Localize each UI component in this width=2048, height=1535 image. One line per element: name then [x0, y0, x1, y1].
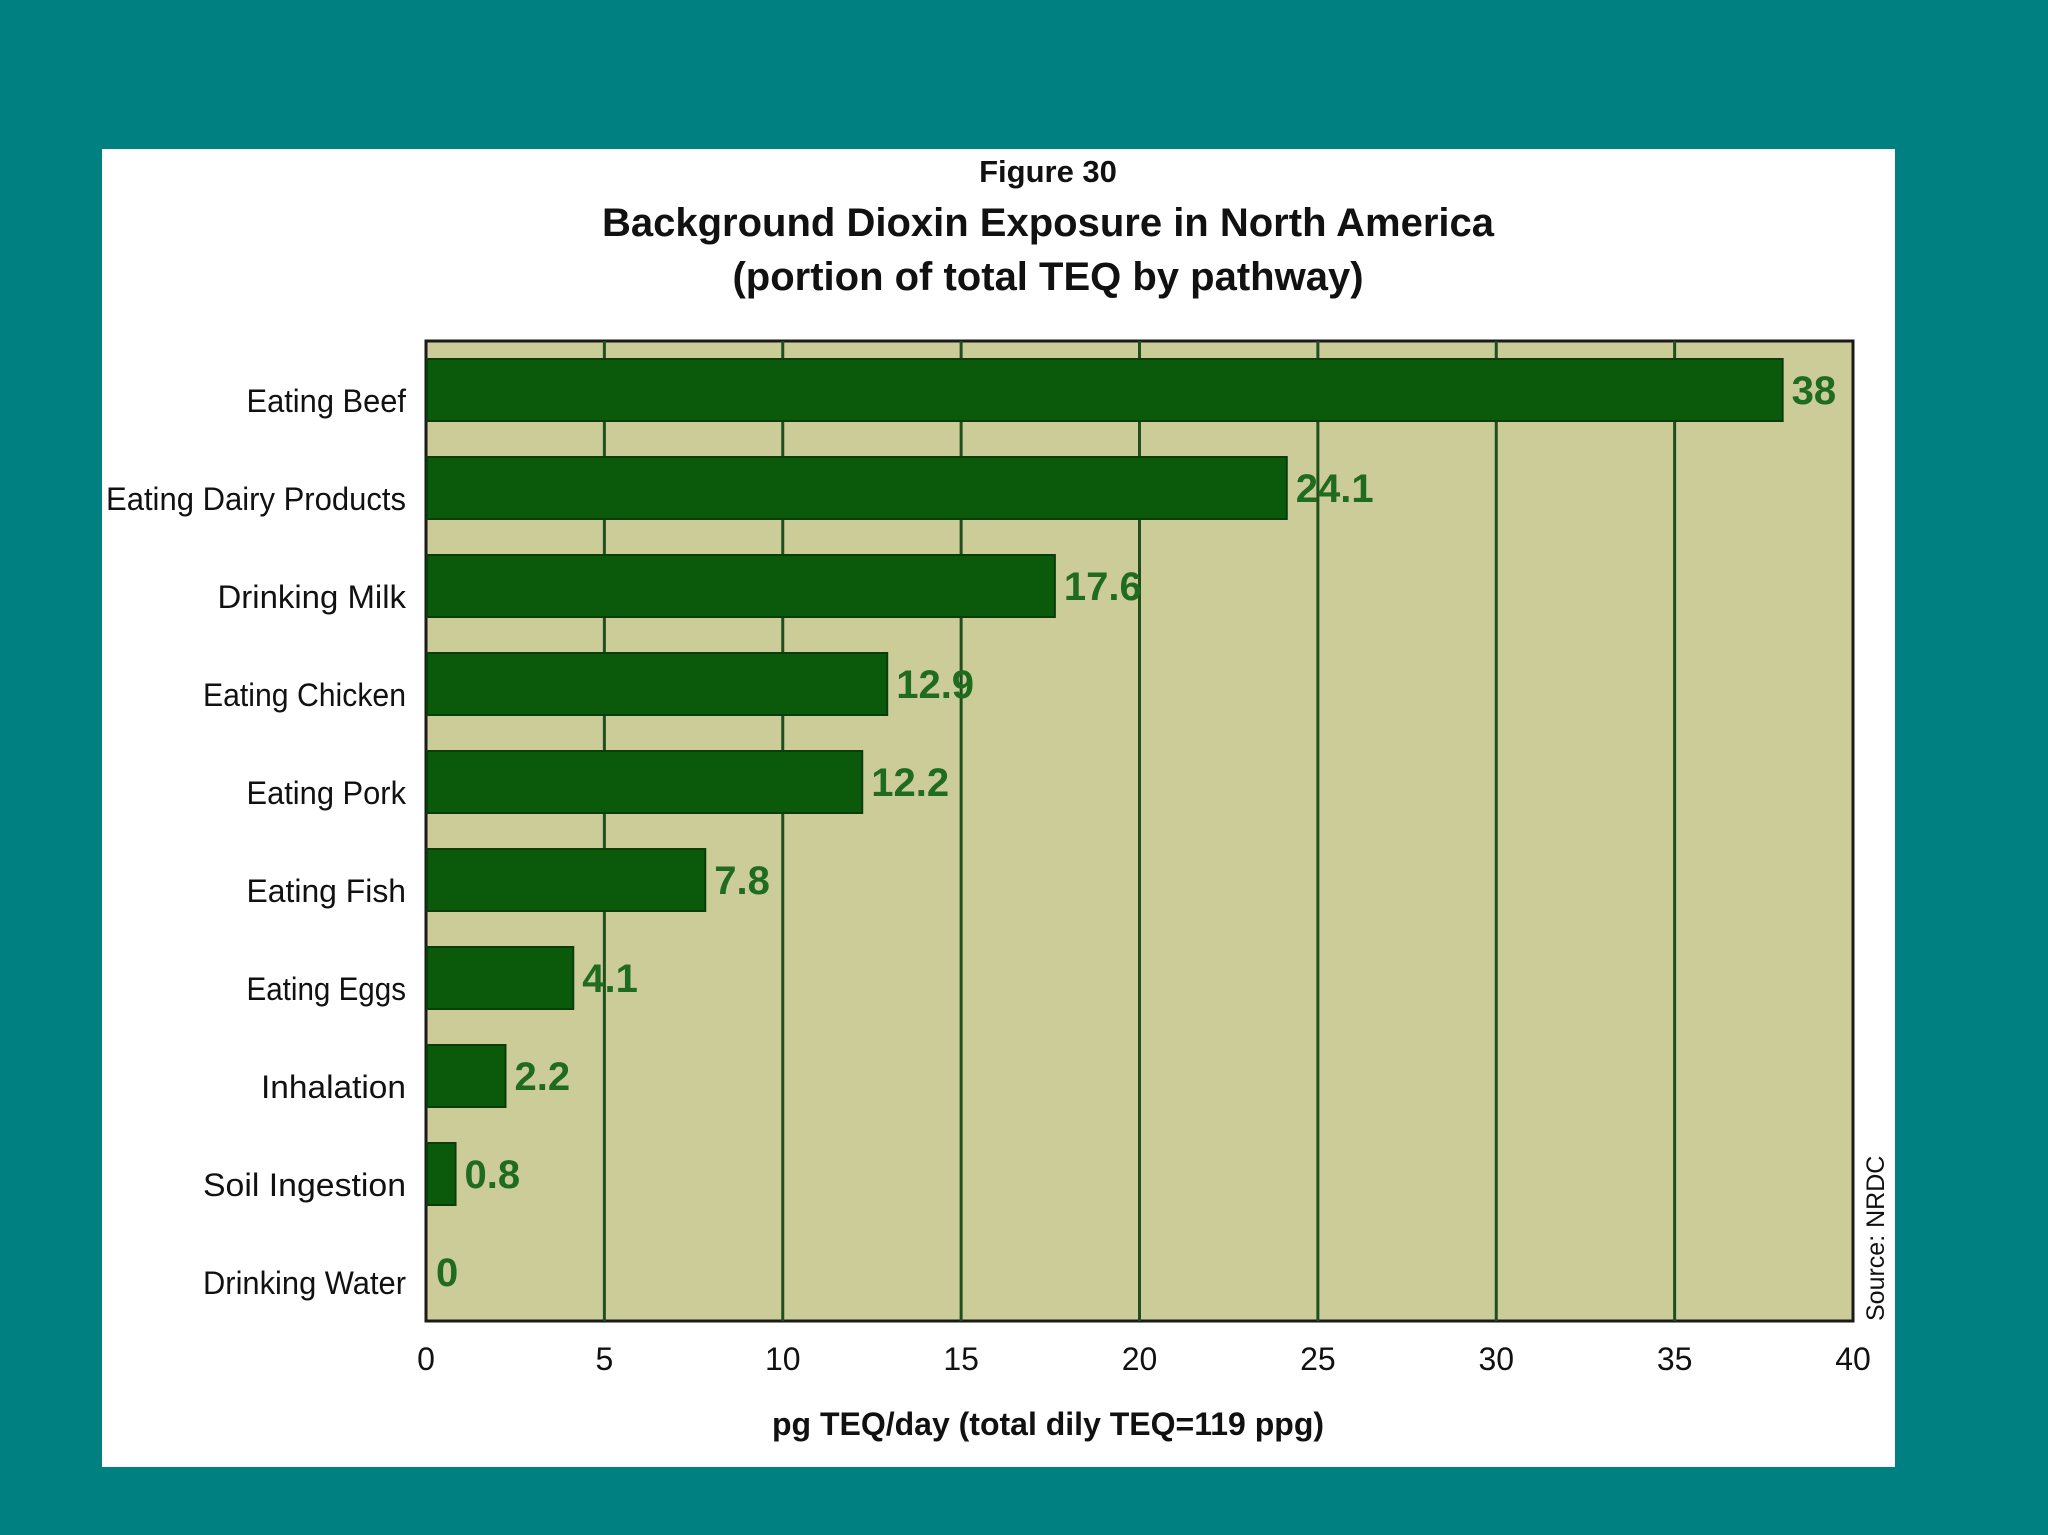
- data-label-8: 0.8: [465, 1153, 521, 1197]
- chart-panel: Figure 30 Background Dioxin Exposure in …: [102, 149, 1895, 1467]
- category-label-6: Eating Eggs: [247, 971, 407, 1007]
- x-tick-5: 5: [595, 1341, 613, 1377]
- bar-3: [426, 652, 889, 716]
- bar-7: [426, 1044, 507, 1108]
- chart-title: Background Dioxin Exposure in North Amer…: [602, 201, 1495, 245]
- category-label-7: Inhalation: [261, 1069, 406, 1105]
- x-tick-0: 0: [417, 1341, 435, 1377]
- source-note: Source: NRDC: [1862, 1156, 1890, 1321]
- chart-subtitle: (portion of total TEQ by pathway): [732, 255, 1363, 299]
- data-label-6: 4.1: [582, 957, 638, 1001]
- x-tick-labels: 0 5 10 15 20 25 30 35 40: [417, 1341, 1871, 1377]
- category-labels: Eating Beef Eating Dairy Products Drinking…: [106, 383, 407, 1301]
- data-label-5: 7.8: [714, 859, 770, 903]
- bars: 38 24.1 17.6 12.9 12.2 7.8 4.1 2.2 0.8 0: [426, 358, 1837, 1295]
- bar-4: [426, 750, 864, 814]
- bar-0: [426, 358, 1784, 422]
- data-label-7: 2.2: [514, 1055, 570, 1099]
- bar-8: [426, 1142, 457, 1206]
- bar-2: [426, 554, 1056, 618]
- category-label-9: Drinking Water: [203, 1265, 406, 1301]
- bar-5: [426, 848, 707, 912]
- category-label-3: Eating Chicken: [203, 677, 406, 713]
- bar-6: [426, 946, 575, 1010]
- x-tick-15: 15: [943, 1341, 979, 1377]
- data-label-4: 12.2: [871, 761, 949, 805]
- x-tick-10: 10: [765, 1341, 801, 1377]
- x-tick-40: 40: [1835, 1341, 1871, 1377]
- x-tick-35: 35: [1657, 1341, 1693, 1377]
- x-tick-25: 25: [1300, 1341, 1336, 1377]
- x-tick-20: 20: [1122, 1341, 1158, 1377]
- data-label-2: 17.6: [1064, 565, 1142, 609]
- category-label-4: Eating Pork: [247, 775, 407, 811]
- data-label-1: 24.1: [1296, 467, 1374, 511]
- category-label-1: Eating Dairy Products: [106, 481, 406, 517]
- bar-chart: Figure 30 Background Dioxin Exposure in …: [106, 154, 1890, 1442]
- category-label-8: Soil Ingestion: [203, 1167, 406, 1203]
- figure-label: Figure 30: [979, 154, 1117, 189]
- category-label-2: Drinking Milk: [218, 579, 408, 615]
- data-label-9: 0: [436, 1251, 458, 1295]
- x-axis-label: pg TEQ/day (total dily TEQ=119 ppg): [772, 1406, 1324, 1442]
- data-label-0: 38: [1792, 369, 1837, 413]
- category-label-0: Eating Beef: [247, 383, 407, 419]
- x-tick-30: 30: [1478, 1341, 1514, 1377]
- bar-1: [426, 456, 1288, 520]
- data-label-3: 12.9: [896, 663, 974, 707]
- category-label-5: Eating Fish: [247, 873, 407, 909]
